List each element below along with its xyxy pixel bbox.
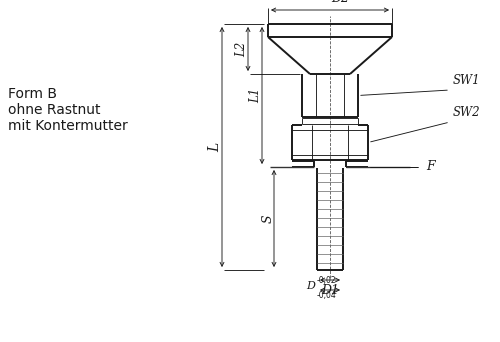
Text: -0,02: -0,02 — [317, 276, 336, 285]
Text: SW1: SW1 — [453, 74, 480, 87]
Text: D: D — [306, 281, 315, 291]
Text: D1: D1 — [321, 284, 339, 297]
Text: F: F — [426, 160, 434, 173]
Text: ohne Rastnut: ohne Rastnut — [8, 103, 100, 117]
Text: L2: L2 — [236, 41, 248, 57]
Text: L1: L1 — [250, 88, 262, 103]
Text: Form B: Form B — [8, 87, 57, 101]
Text: S: S — [262, 214, 274, 223]
Text: mit Kontermutter: mit Kontermutter — [8, 119, 128, 133]
Text: SW2: SW2 — [453, 106, 480, 119]
Text: L: L — [208, 142, 222, 152]
Text: -0,04: -0,04 — [317, 291, 337, 300]
Text: D2: D2 — [331, 0, 349, 5]
